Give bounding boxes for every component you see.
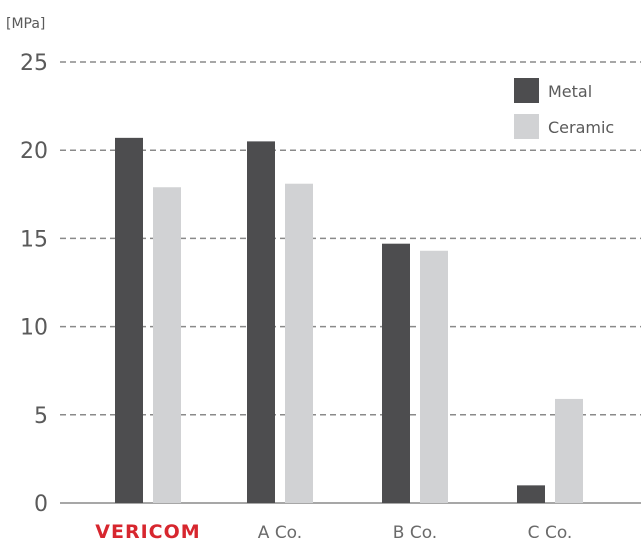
bar-ceramic-2 xyxy=(420,250,448,503)
bar-metal-3 xyxy=(517,485,545,503)
y-axis-unit-label: [MPa] xyxy=(6,16,45,32)
y-tick-label: 20 xyxy=(20,139,48,164)
legend-label-ceramic: Ceramic xyxy=(548,118,614,137)
category-label: C Co. xyxy=(528,523,573,543)
bar-ceramic-0 xyxy=(153,187,181,503)
y-axis-ticks: 0 5 10 15 20 25 xyxy=(20,51,48,517)
legend: Metal Ceramic xyxy=(514,78,614,139)
y-tick-label: 0 xyxy=(34,492,48,517)
x-axis-categories: VERICOM A Co. B Co. C Co. xyxy=(95,521,572,543)
bar-metal-0 xyxy=(115,137,143,504)
y-tick-label: 5 xyxy=(34,404,48,429)
y-tick-label: 25 xyxy=(20,51,48,76)
category-label: B Co. xyxy=(393,523,437,543)
y-tick-label: 10 xyxy=(20,316,48,341)
legend-swatch-ceramic xyxy=(514,114,539,139)
legend-label-metal: Metal xyxy=(548,82,592,101)
y-tick-label: 15 xyxy=(20,227,48,252)
category-label: A Co. xyxy=(258,523,302,543)
brand-category-label: VERICOM xyxy=(95,521,200,543)
bar-metal-1 xyxy=(247,141,275,503)
bar-ceramic-1 xyxy=(285,183,313,503)
bar-ceramic-3 xyxy=(555,398,583,503)
bar-metal-2 xyxy=(382,243,410,503)
bars xyxy=(115,137,583,504)
legend-swatch-metal xyxy=(514,78,539,103)
